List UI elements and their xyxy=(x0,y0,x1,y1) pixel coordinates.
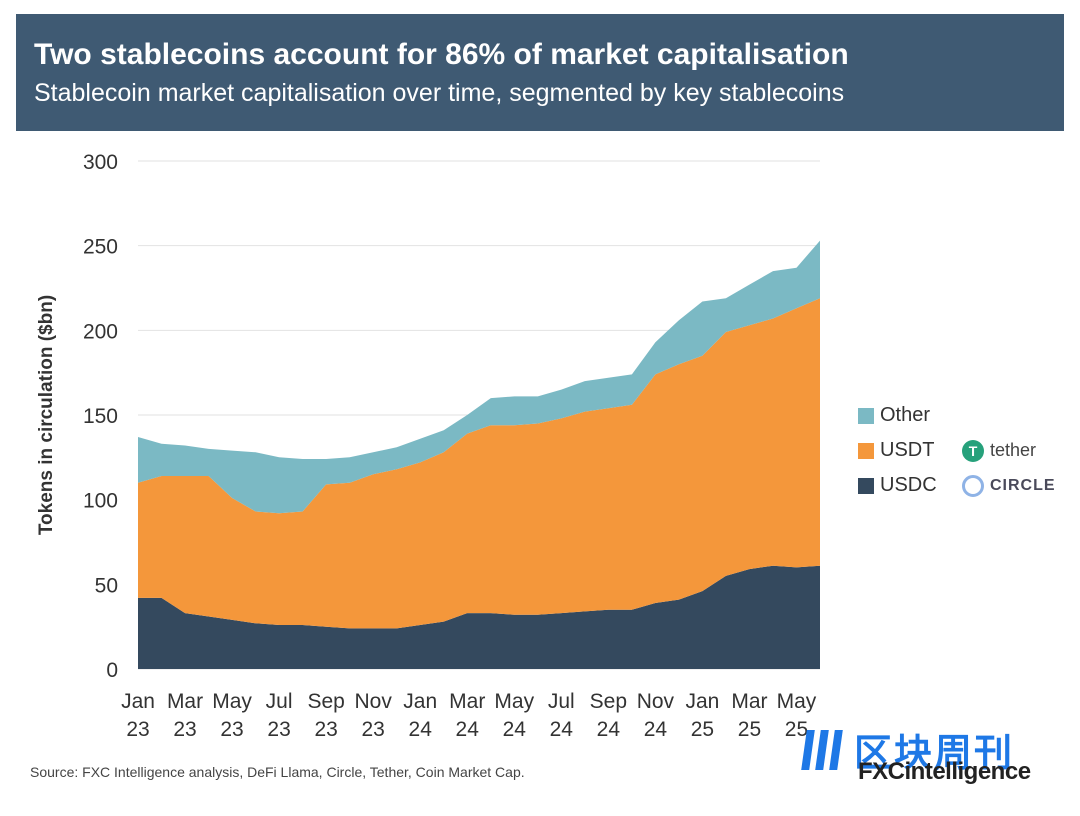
x-tick-label-year: 24 xyxy=(409,718,433,741)
x-tick-label-month: Mar xyxy=(449,690,485,713)
legend-item-usdc: USDC CIRCLE xyxy=(858,468,1056,503)
y-tick-label: 300 xyxy=(83,151,118,174)
y-tick-label: 250 xyxy=(83,236,118,259)
x-tick-label-year: 23 xyxy=(267,718,290,741)
watermark-logo-icon xyxy=(800,726,846,774)
x-tick-label-year: 25 xyxy=(785,718,808,741)
x-tick-label-month: Sep xyxy=(307,690,344,713)
watermark-text: 区块周刊 xyxy=(854,733,1015,775)
legend-label-usdc: USDC xyxy=(880,474,937,496)
legend-item-usdt: USDT T tether xyxy=(858,433,1056,468)
x-tick-label-year: 24 xyxy=(644,718,668,741)
y-tick-label: 100 xyxy=(83,490,118,513)
y-axis-label: Tokens in circulation ($bn) xyxy=(36,295,57,535)
x-tick-label-year: 24 xyxy=(503,718,527,741)
legend-swatch-usdt xyxy=(858,442,874,459)
x-tick-label-month: Mar xyxy=(731,690,767,713)
x-tick-label-year: 24 xyxy=(597,718,621,741)
x-tick-label-month: May xyxy=(212,690,252,713)
tether-brand: T tether xyxy=(962,439,1037,462)
y-tick-label: 50 xyxy=(95,574,118,597)
chart-subtitle: Stablecoin market capitalisation over ti… xyxy=(34,79,845,107)
axes: 0 50 100 150 200 250 300 Jan 23 Mar 23 May 23 Jul 23 Se… xyxy=(83,151,817,741)
x-tick-label-month: Sep xyxy=(590,690,627,713)
chart-header: Two stablecoins account for 86% of marke… xyxy=(16,14,1064,131)
x-tick-label-year: 23 xyxy=(126,718,149,741)
x-tick-label-year: 24 xyxy=(456,718,480,741)
tether-icon: T xyxy=(962,439,984,462)
y-tick-label: 0 xyxy=(106,659,118,682)
circle-brand: CIRCLE xyxy=(962,474,1056,497)
legend-swatch-usdc xyxy=(858,477,874,494)
area-series xyxy=(138,240,820,669)
y-tick-label: 150 xyxy=(83,405,118,428)
x-tick-label-year: 24 xyxy=(550,718,574,741)
x-tick-label-month: Jul xyxy=(548,690,575,713)
series-usdc-area xyxy=(138,565,820,669)
y-tick-label: 200 xyxy=(83,320,118,343)
x-tick-label-year: 23 xyxy=(314,718,337,741)
x-tick-label-month: Jan xyxy=(685,690,719,713)
series-usdt-area xyxy=(138,298,820,629)
watermark: 区块周刊 xyxy=(800,722,1014,777)
legend-label-other: Other xyxy=(880,404,931,426)
x-tick-label-year: 23 xyxy=(361,718,384,741)
circle-brand-text: CIRCLE xyxy=(990,476,1056,494)
legend-item-other: Other xyxy=(858,398,1056,433)
legend-label-usdt: USDT xyxy=(880,439,935,461)
source-note: Source: FXC Intelligence analysis, DeFi … xyxy=(30,764,525,780)
x-tick-label-month: Jul xyxy=(266,690,293,713)
tether-brand-text: tether xyxy=(990,440,1037,460)
legend-swatch-other xyxy=(858,407,874,424)
x-tick-label-month: Jan xyxy=(121,690,155,713)
x-tick-label-year: 25 xyxy=(738,718,761,741)
x-tick-label-month: Nov xyxy=(637,690,675,713)
chart-legend: Other USDT T tether USDC CIRCLE xyxy=(858,398,1056,503)
x-tick-label-month: May xyxy=(777,690,817,713)
fxc-intelligence-logo: FXCintelligence xyxy=(858,758,1031,785)
x-tick-label-month: Nov xyxy=(354,690,392,713)
x-tick-label-month: May xyxy=(494,690,534,713)
circle-icon xyxy=(962,474,984,497)
x-tick-label-month: Jan xyxy=(403,690,437,713)
chart-title: Two stablecoins account for 86% of marke… xyxy=(34,38,849,71)
x-tick-label-month: Mar xyxy=(167,690,203,713)
x-tick-label-year: 25 xyxy=(691,718,714,741)
x-tick-label-year: 23 xyxy=(173,718,196,741)
x-tick-label-year: 23 xyxy=(220,718,243,741)
